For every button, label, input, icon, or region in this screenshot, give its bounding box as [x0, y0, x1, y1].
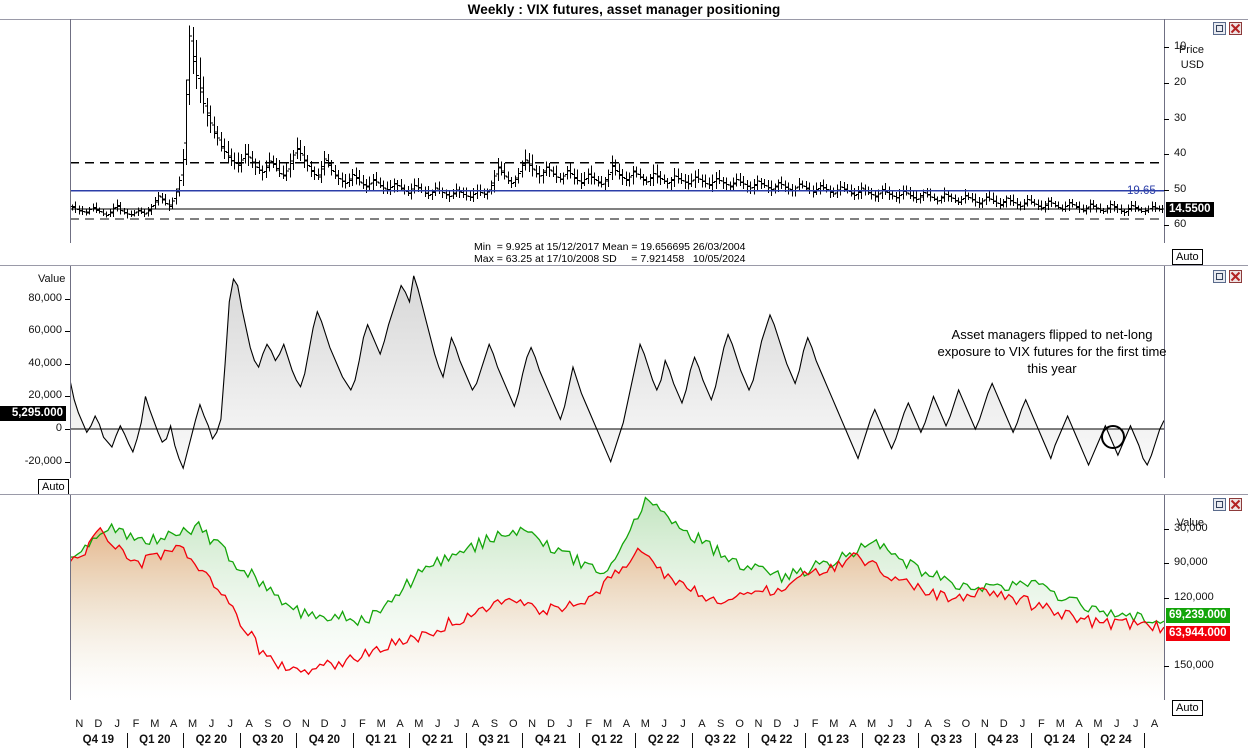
openinterest-line-svg: [70, 496, 1164, 700]
openinterest-right-axis: [1164, 495, 1165, 700]
price-left-axis: [70, 19, 71, 243]
openinterest-long-badge: 69,239.000: [1166, 608, 1230, 623]
price-stats-line2: Max = 63.25 at 17/10/2008 SD = 7.921458 …: [474, 253, 746, 265]
price-plot[interactable]: [70, 19, 1164, 243]
positioning-left-axis: [70, 266, 71, 478]
positioning-axis-title: Value: [38, 273, 66, 285]
net-long-crossover-marker: [1101, 425, 1125, 449]
positioning-panel-divider: [0, 494, 1248, 495]
positioning-last-value-badge: 5,295.000: [0, 406, 66, 421]
price-panel-window-controls[interactable]: [1213, 22, 1242, 35]
positioning-area-svg: [70, 275, 1164, 470]
openinterest-panel: Value 150,000 120,000 90,000 30,000 69,239.…: [0, 495, 1248, 716]
close-icon[interactable]: [1229, 498, 1242, 511]
positioning-panel-window-controls[interactable]: [1213, 270, 1242, 283]
close-icon[interactable]: [1229, 22, 1242, 35]
close-icon[interactable]: [1229, 270, 1242, 283]
openinterest-axis-title: Value: [1176, 517, 1204, 529]
openinterest-auto-button[interactable]: Auto: [1172, 700, 1203, 716]
positioning-auto-button[interactable]: Auto: [38, 479, 69, 495]
openinterest-short-badge: 63,944.000: [1166, 626, 1230, 641]
price-panel-divider: [0, 265, 1248, 266]
positioning-right-axis: [1164, 266, 1165, 478]
price-ohlc-svg: [70, 25, 1164, 220]
price-mean-label: 19.65: [1127, 185, 1156, 197]
positioning-panel: Value -20,000 0 20,000 40,000 60,000 80,000 5…: [0, 266, 1248, 495]
price-axis-title: Price: [1178, 44, 1204, 56]
positioning-annotation: Asset managers flipped to net-long expos…: [937, 327, 1167, 376]
minimize-icon[interactable]: [1213, 270, 1226, 283]
price-axis-unit: USD: [1180, 59, 1204, 71]
title-divider: [0, 19, 1248, 20]
minimize-icon[interactable]: [1213, 498, 1226, 511]
openinterest-plot[interactable]: [70, 495, 1164, 700]
page-title: Weekly : VIX futures, asset manager posi…: [467, 2, 781, 17]
price-panel: Price USD 60 50 40 30 20 10 14.5500 19.65 Min…: [0, 19, 1248, 265]
price-last-value-badge: 14.5500: [1166, 202, 1214, 217]
openinterest-left-axis: [70, 495, 71, 700]
openinterest-panel-window-controls[interactable]: [1213, 498, 1242, 511]
positioning-plot[interactable]: [70, 266, 1164, 478]
price-auto-button[interactable]: Auto: [1172, 249, 1203, 265]
price-right-axis: [1164, 19, 1165, 243]
price-stats-line1: Min = 9.925 at 15/12/2017 Mean = 19.6566…: [474, 241, 746, 253]
minimize-icon[interactable]: [1213, 22, 1226, 35]
